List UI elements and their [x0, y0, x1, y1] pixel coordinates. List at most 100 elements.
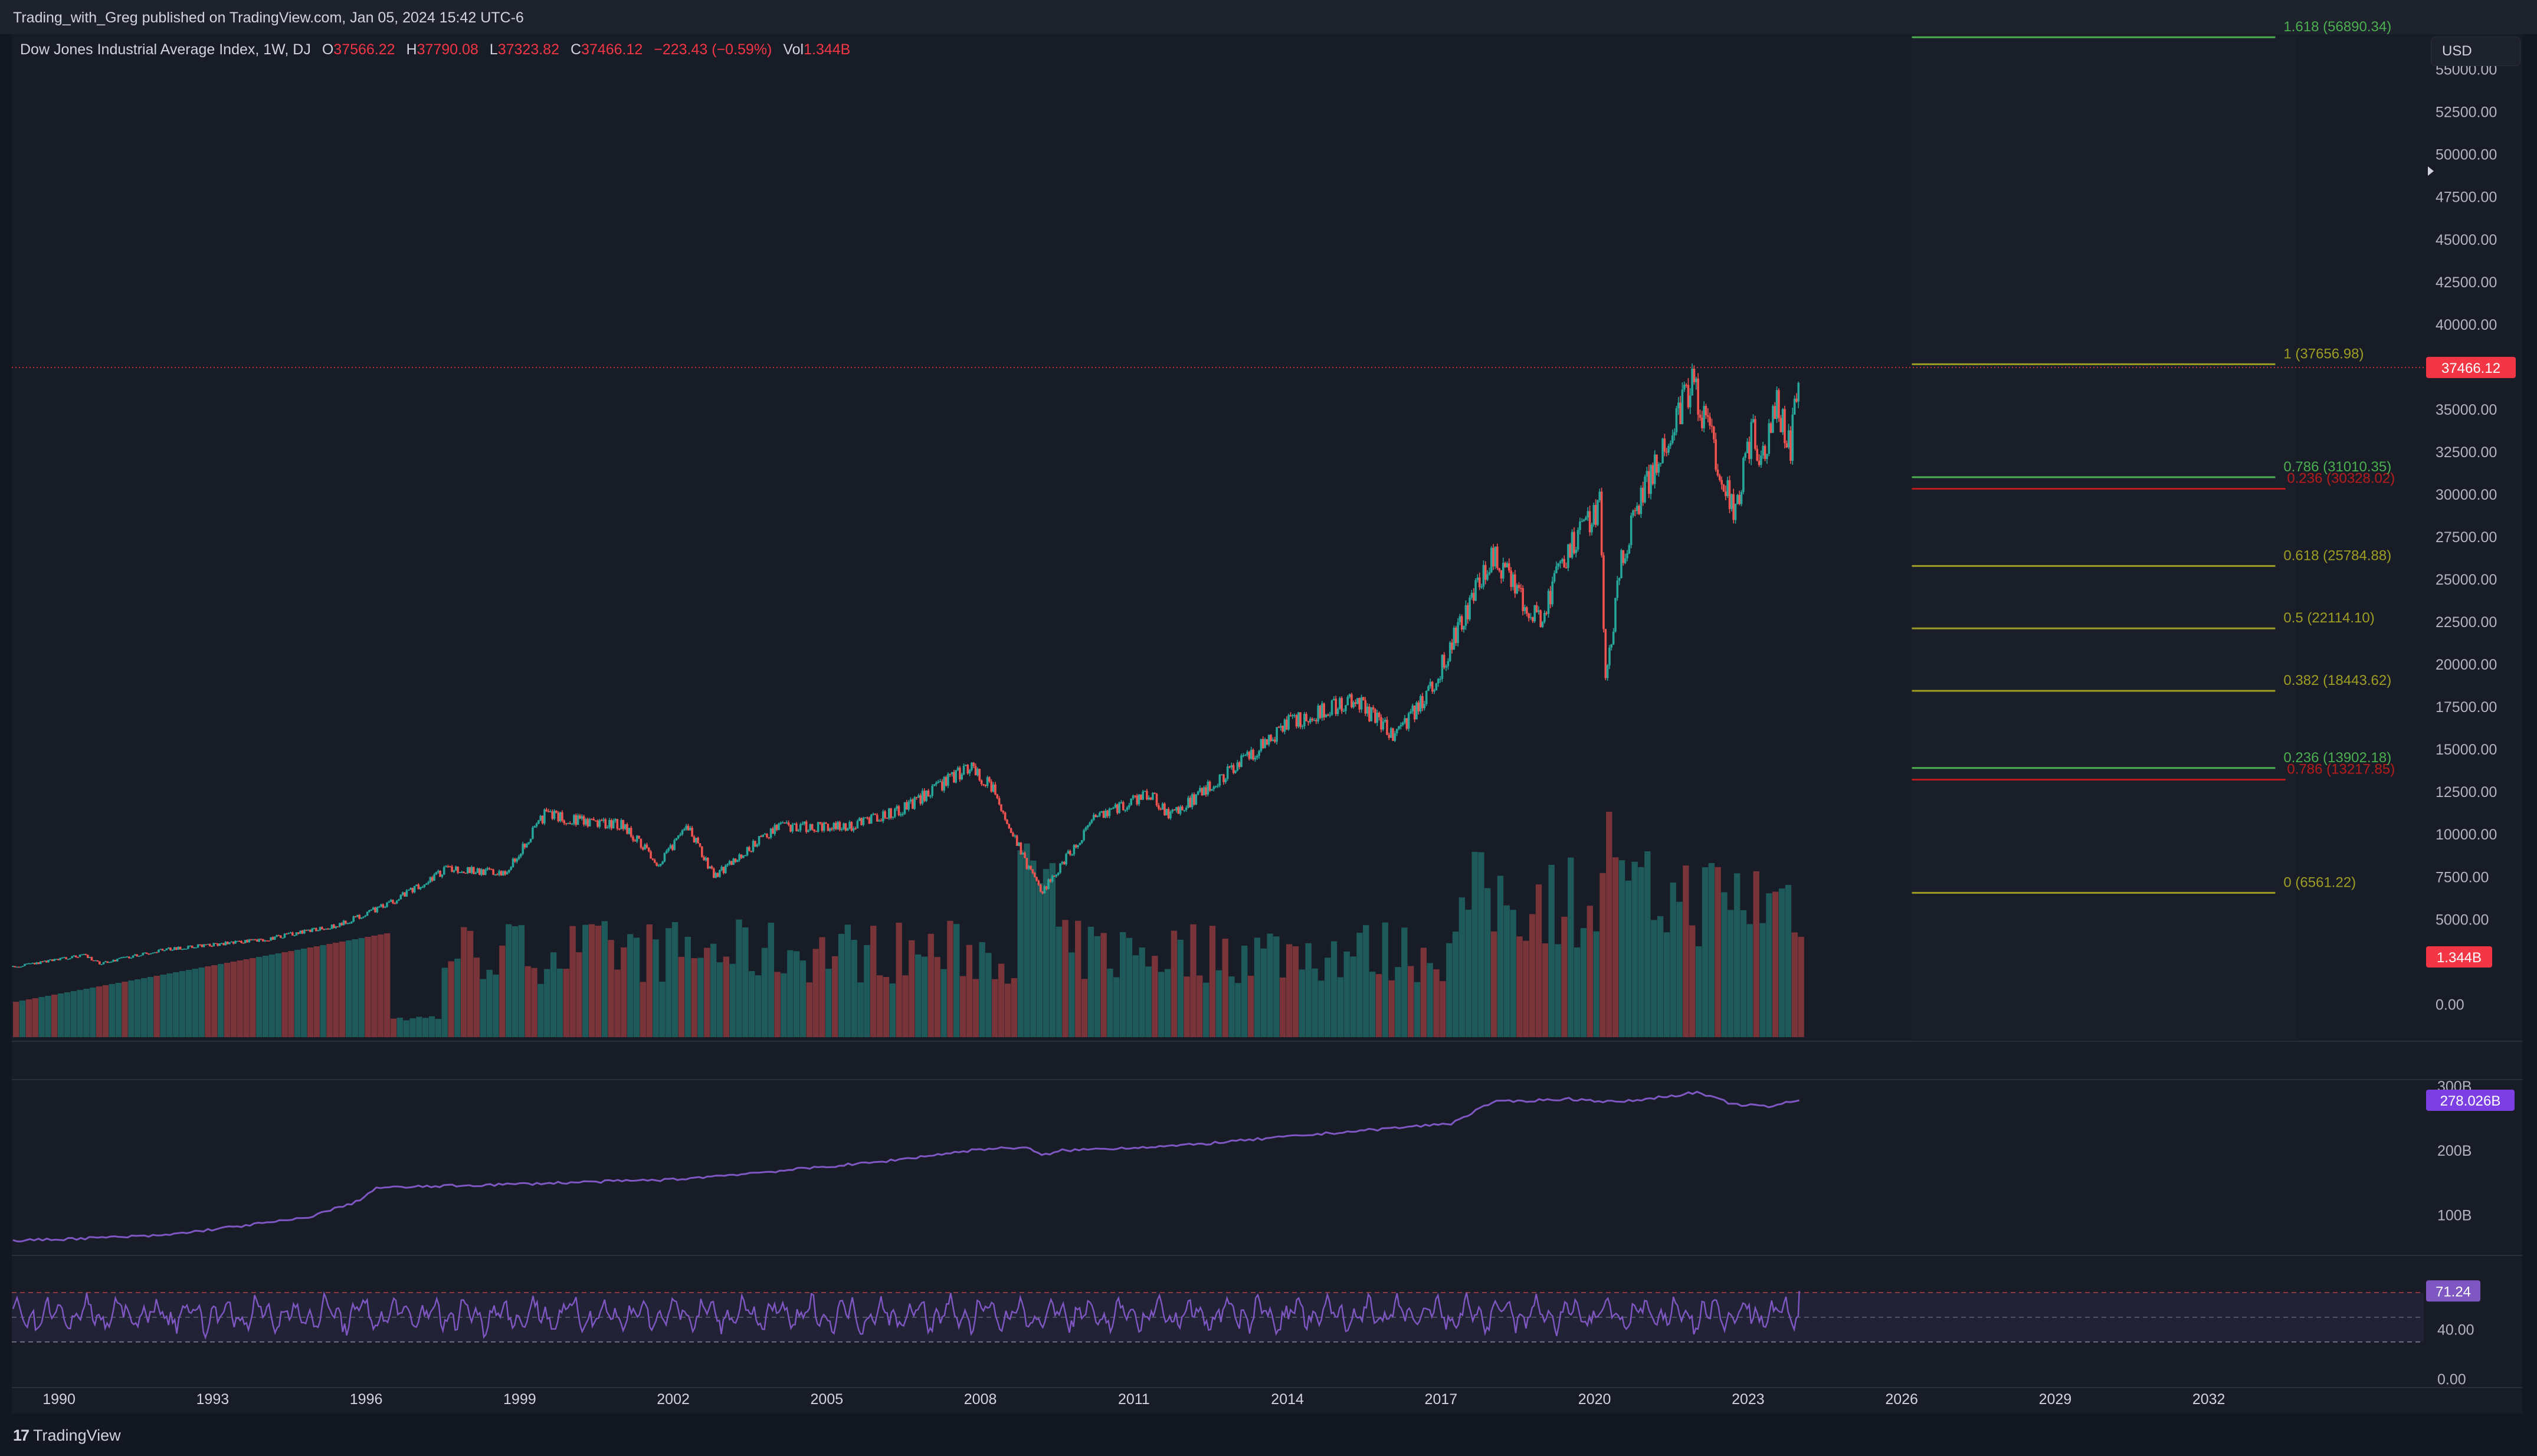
candle-body	[890, 808, 892, 818]
price-axis-tick: 25000.00	[2436, 572, 2497, 588]
volume-bar	[1139, 947, 1145, 1037]
candle-body	[1191, 794, 1194, 808]
candle-body	[1669, 442, 1672, 446]
candle-body	[463, 871, 465, 873]
candle-body	[1289, 715, 1292, 716]
time-axis-tick: 2005	[811, 1391, 844, 1408]
candle-body	[1212, 786, 1215, 789]
candle-body	[545, 809, 548, 811]
candle-body	[1327, 714, 1329, 716]
candle-body	[356, 914, 359, 917]
volume-bar	[640, 982, 647, 1037]
volume-bar	[1280, 977, 1286, 1037]
candle-body	[1277, 727, 1280, 728]
volume-bar	[268, 955, 276, 1037]
candle-body	[1598, 491, 1601, 500]
chart-area[interactable]	[12, 34, 2522, 1414]
volume-bar	[1728, 910, 1734, 1037]
candle-body	[1047, 879, 1050, 889]
candle-body	[106, 961, 109, 963]
volume-bar	[633, 937, 640, 1037]
candle-body	[1722, 484, 1725, 492]
volume-bar	[576, 952, 582, 1037]
volume-bar	[1209, 926, 1216, 1037]
candle-body	[980, 780, 983, 785]
currency-button[interactable]: USD	[2431, 37, 2520, 66]
volume-bar	[646, 924, 653, 1037]
candle-body	[872, 814, 874, 815]
candle-body	[1094, 815, 1097, 817]
volume-bar	[1202, 982, 1210, 1037]
volume-bar	[1587, 906, 1593, 1037]
candle-body	[1618, 578, 1621, 581]
candle-body	[1635, 506, 1638, 511]
candle-body	[854, 828, 857, 829]
volume-bar	[64, 992, 71, 1037]
volume-bar	[1037, 883, 1043, 1037]
bottom-bar	[0, 1414, 2537, 1456]
candle-body	[212, 943, 215, 946]
fib-zone	[1912, 37, 2296, 1039]
volume-bar	[1702, 867, 1709, 1037]
candle-body	[1659, 463, 1662, 464]
candle-body	[884, 811, 886, 818]
candle-body	[516, 859, 518, 862]
candle-body	[1053, 875, 1056, 877]
candle-body	[57, 959, 60, 960]
candle-body	[1149, 797, 1152, 800]
candle-body	[1675, 408, 1678, 432]
candle-body	[490, 868, 493, 870]
candle-body	[191, 945, 194, 948]
price-axis-tick: 17500.00	[2436, 699, 2497, 716]
candle-body	[1356, 698, 1359, 704]
tradingview-logo[interactable]: 17 TradingView	[13, 1427, 121, 1445]
candle-body	[35, 962, 38, 965]
candle-body	[1703, 406, 1705, 428]
volume-bar	[1100, 933, 1107, 1037]
top-bar	[0, 0, 2537, 34]
candle-body	[1102, 811, 1105, 818]
candle-body	[14, 966, 17, 968]
candle-body	[730, 861, 733, 865]
volume-bar	[1120, 932, 1126, 1037]
candle-body	[1435, 683, 1438, 691]
time-axis-tick: 2026	[1885, 1391, 1918, 1408]
candle-body	[1429, 681, 1432, 687]
candle-body	[293, 935, 296, 937]
volume-value: 1.344B	[804, 41, 851, 58]
candle-body	[1673, 432, 1676, 436]
candle-body	[1701, 418, 1703, 428]
candle-body	[1096, 815, 1099, 817]
candle-body	[1752, 419, 1755, 422]
candle-body	[647, 848, 650, 852]
candle-body	[1124, 809, 1126, 811]
volume-bar	[211, 965, 218, 1037]
candle-body	[1008, 824, 1011, 828]
candle-body	[1018, 842, 1020, 846]
symbol-legend[interactable]: Dow Jones Industrial Average Index, 1W, …	[20, 41, 850, 58]
candle-body	[242, 943, 245, 944]
candle-body	[1388, 734, 1391, 738]
candle-body	[453, 870, 455, 872]
candle-body	[321, 927, 323, 930]
candle-body	[1226, 766, 1229, 779]
candle-body	[734, 858, 737, 862]
candle-body	[195, 947, 198, 949]
volume-bar	[671, 922, 678, 1037]
candle-body	[775, 825, 778, 830]
volume-bar	[729, 963, 736, 1037]
candle-body	[838, 822, 841, 830]
candle-body	[848, 822, 851, 829]
candle-body	[1697, 378, 1699, 415]
volume-bar	[1542, 943, 1549, 1037]
candle-body	[1181, 806, 1184, 811]
candle-body	[1748, 441, 1751, 460]
candle-body	[1382, 721, 1385, 730]
candle-body	[1246, 752, 1248, 755]
volume-bar	[166, 973, 173, 1037]
volume-bar	[1011, 978, 1017, 1037]
volume-bar	[1158, 972, 1165, 1037]
candle-body	[360, 917, 363, 919]
candle-body	[956, 768, 959, 770]
